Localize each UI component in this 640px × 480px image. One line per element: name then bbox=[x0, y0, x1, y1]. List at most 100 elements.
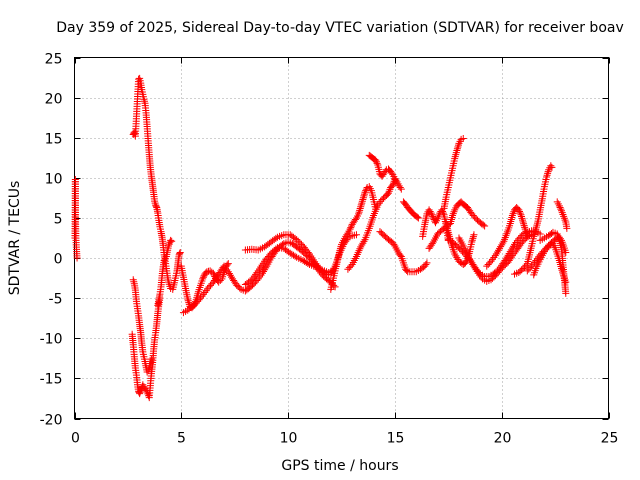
data-point-arc-10 bbox=[356, 205, 364, 213]
data-point-arc-21 bbox=[494, 246, 502, 254]
data-point-arc-21 bbox=[517, 211, 525, 219]
data-point-arc-7 bbox=[206, 281, 214, 289]
data-point-arc-19 bbox=[518, 238, 526, 246]
data-point-arc-25 bbox=[559, 268, 567, 276]
data-point-arc-17 bbox=[454, 143, 462, 151]
data-point-arc-20 bbox=[516, 233, 524, 241]
data-point-arc-9 bbox=[248, 276, 256, 284]
data-point-arc-7 bbox=[253, 277, 261, 285]
data-point-arc-26 bbox=[556, 204, 564, 212]
data-point-arc-25 bbox=[562, 278, 570, 286]
data-point-arc-7 bbox=[192, 299, 200, 307]
data-point-arc-21 bbox=[516, 209, 524, 217]
y-tick-label: 20 bbox=[45, 92, 63, 108]
data-point-arc-6 bbox=[199, 273, 207, 281]
y-tick-label: 5 bbox=[54, 212, 63, 228]
data-point-arc-21 bbox=[520, 222, 528, 230]
data-point-arc-7 bbox=[251, 278, 259, 286]
data-point-arc-5 bbox=[168, 237, 176, 245]
data-point-arc-22 bbox=[543, 171, 551, 179]
data-point-arc-7 bbox=[194, 297, 202, 305]
data-point-arc-10 bbox=[360, 190, 368, 198]
x-tick-label: 0 bbox=[71, 431, 80, 447]
data-point-arc-7 bbox=[224, 268, 232, 276]
data-point-arc-26 bbox=[557, 205, 565, 213]
data-point-arc-7 bbox=[205, 283, 213, 291]
data-point-arc-21 bbox=[519, 218, 527, 226]
data-point-arc-21 bbox=[520, 220, 528, 228]
data-point-arc-5 bbox=[167, 236, 175, 244]
data-point-arc-21 bbox=[486, 259, 494, 267]
data-point-arc-8 bbox=[296, 239, 304, 247]
data-point-arc-20 bbox=[505, 249, 513, 257]
data-point-arc-20 bbox=[473, 267, 481, 275]
data-point-arc-20 bbox=[503, 253, 511, 261]
data-point-arc-10 bbox=[351, 216, 359, 224]
data-point-arc-17 bbox=[453, 147, 461, 155]
data-point-arc-17 bbox=[454, 141, 462, 149]
y-axis-label: SDTVAR / TECUs bbox=[7, 181, 23, 296]
data-point-arc-12 bbox=[396, 183, 404, 191]
data-point-arc-10 bbox=[347, 224, 355, 232]
data-point-arc-16 bbox=[468, 210, 476, 218]
data-point-arc-22 bbox=[548, 163, 556, 171]
data-point-arc-11 bbox=[388, 182, 396, 190]
data-point-arc-21 bbox=[516, 208, 523, 216]
data-points bbox=[71, 74, 571, 402]
data-point-arc-21 bbox=[493, 248, 501, 256]
x-tick-label: 15 bbox=[387, 431, 405, 447]
data-point-arc-15 bbox=[439, 209, 447, 217]
data-point-arc-11 bbox=[347, 262, 355, 270]
data-point-arc-9 bbox=[249, 274, 257, 282]
y-tick-label: -10 bbox=[40, 332, 63, 348]
data-point-arc-22 bbox=[531, 227, 539, 235]
data-point-arc-23 bbox=[525, 265, 533, 273]
data-point-arc-8 bbox=[272, 234, 280, 242]
data-point-arc-18 bbox=[470, 231, 478, 239]
data-point-arc-15 bbox=[439, 208, 447, 216]
data-point-arc-12 bbox=[373, 159, 381, 167]
data-point-arc-15 bbox=[426, 208, 434, 216]
data-point-arc-3 bbox=[147, 355, 155, 363]
data-point-arc-9 bbox=[272, 245, 280, 253]
data-point-arc-10 bbox=[347, 222, 355, 230]
data-point-arc-11 bbox=[344, 265, 352, 273]
x-tick-label: 10 bbox=[280, 431, 298, 447]
data-point-arc-8 bbox=[352, 231, 360, 239]
data-point-arc-20 bbox=[475, 268, 483, 276]
data-point-arc-12 bbox=[392, 176, 400, 184]
data-point-arc-7 bbox=[236, 284, 244, 292]
data-point-arc-7 bbox=[225, 269, 233, 277]
data-point-arc-4 bbox=[152, 202, 160, 210]
data-point-arc-1 bbox=[73, 254, 81, 262]
y-tick-label: -20 bbox=[40, 413, 63, 429]
data-point-arc-14 bbox=[414, 214, 422, 222]
data-point-arc-7 bbox=[261, 266, 269, 274]
data-point-arc-10 bbox=[359, 194, 367, 202]
data-point-arc-11 bbox=[383, 190, 391, 198]
data-point-arc-15 bbox=[427, 209, 435, 217]
data-point-arc-7 bbox=[249, 281, 256, 289]
data-point-arc-16 bbox=[469, 212, 477, 220]
data-point-arc-21 bbox=[492, 250, 500, 258]
data-point-arc-22 bbox=[518, 266, 526, 274]
data-point-arc-21 bbox=[517, 213, 525, 221]
data-point-arc-21 bbox=[496, 244, 504, 252]
data-point-arc-9 bbox=[252, 270, 260, 278]
data-point-arc-21 bbox=[523, 232, 531, 240]
data-point-arc-18 bbox=[468, 238, 476, 246]
data-point-arc-23 bbox=[526, 264, 534, 272]
data-point-arc-18 bbox=[468, 236, 476, 244]
data-point-arc-21 bbox=[483, 262, 491, 270]
data-point-arc-21 bbox=[491, 252, 499, 260]
chart-title: Day 359 of 2025, Sidereal Day-to-day VTE… bbox=[56, 20, 624, 36]
data-point-arc-9 bbox=[304, 259, 312, 267]
data-point-arc-6 bbox=[185, 299, 193, 307]
data-point-arc-20 bbox=[504, 251, 512, 259]
data-point-arc-20 bbox=[502, 255, 510, 263]
data-point-arc-21 bbox=[497, 243, 505, 251]
data-point-arc-4 bbox=[135, 75, 143, 83]
data-point-arc-7 bbox=[258, 269, 266, 277]
data-point-arc-18 bbox=[453, 254, 461, 262]
